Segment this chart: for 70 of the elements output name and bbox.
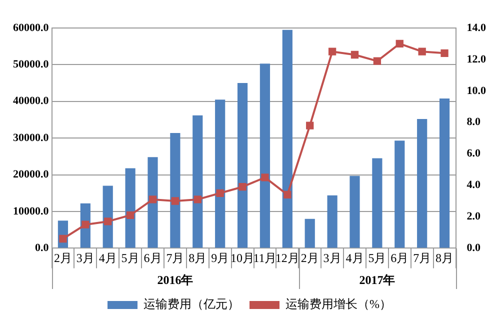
y2-tick-label: 10.0	[466, 84, 486, 97]
x-tick-label: 12月	[275, 250, 300, 265]
point	[306, 122, 314, 130]
x-tick-label: 8月	[436, 250, 454, 265]
bar	[372, 158, 382, 248]
bar	[282, 30, 292, 248]
bar	[260, 64, 270, 248]
point	[238, 183, 246, 191]
point	[396, 40, 404, 48]
x-tick-label: 3月	[76, 250, 94, 265]
point	[194, 196, 202, 204]
point	[82, 220, 90, 228]
point	[284, 190, 292, 199]
bar	[417, 119, 428, 248]
bar	[439, 98, 450, 248]
y-tick-label: 20000.0	[13, 168, 50, 181]
x-tick-label: 5月	[121, 250, 140, 265]
bar	[304, 218, 315, 248]
y-tick-label: 60000.0	[13, 22, 50, 34]
x-tick-label: 3月	[323, 250, 342, 265]
bar	[237, 83, 248, 248]
bar	[192, 115, 203, 248]
y2-tick-label: 8.0	[466, 116, 481, 128]
y2-tick-label: 2.0	[466, 210, 481, 223]
x-tick-label: 4月	[346, 250, 364, 265]
x-tick-label: 6月	[390, 250, 409, 265]
bar	[215, 100, 226, 248]
x-tick-label: 4月	[98, 250, 117, 265]
y2-tick-label: 12.0	[466, 53, 486, 66]
y2-tick-label: 4.0	[466, 179, 481, 192]
point	[216, 189, 224, 197]
y-tick-label: 10000.0	[13, 205, 50, 218]
legend-label: 运输费用增长（%）	[286, 297, 392, 312]
x-tick-label: 7月	[413, 250, 432, 265]
text: 2017年	[359, 273, 396, 288]
x-tick-label: 8月	[188, 250, 207, 265]
bar	[125, 168, 136, 248]
legend-label: 运输费用（亿元）	[144, 297, 240, 312]
x-tick-label: 10月	[230, 250, 255, 265]
point	[440, 49, 448, 57]
y2-tick-label: 14.0	[466, 22, 486, 34]
y2-tick-label: 0.0	[466, 242, 481, 254]
x-tick-label: 2月	[54, 250, 72, 265]
text: 2016年	[157, 273, 194, 288]
x-tick-label: 2月	[300, 250, 319, 265]
point	[418, 48, 426, 56]
x-tick-label: 6月	[144, 250, 162, 265]
x-tick-label: 11月	[253, 250, 277, 265]
y-tick-label: 40000.0	[13, 95, 50, 108]
point	[261, 174, 269, 182]
point	[373, 57, 382, 65]
x-tick-label: 7月	[166, 250, 184, 265]
x-tick-label: 9月	[211, 250, 230, 265]
y-tick-label: 30000.0	[13, 132, 50, 144]
y-tick-label: 0.0	[35, 242, 50, 254]
point	[171, 197, 180, 205]
y-tick-label: 50000.0	[13, 58, 50, 71]
point	[148, 196, 157, 204]
point	[59, 234, 67, 243]
point	[328, 48, 336, 56]
point	[126, 211, 134, 219]
x-tick-label: 5月	[368, 250, 386, 265]
point	[350, 50, 359, 59]
y2-tick-label: 6.0	[466, 148, 481, 160]
bar	[170, 132, 180, 248]
point	[104, 218, 112, 226]
bar	[350, 176, 360, 248]
bar	[327, 195, 338, 248]
bar	[394, 140, 405, 248]
bar	[148, 157, 158, 248]
